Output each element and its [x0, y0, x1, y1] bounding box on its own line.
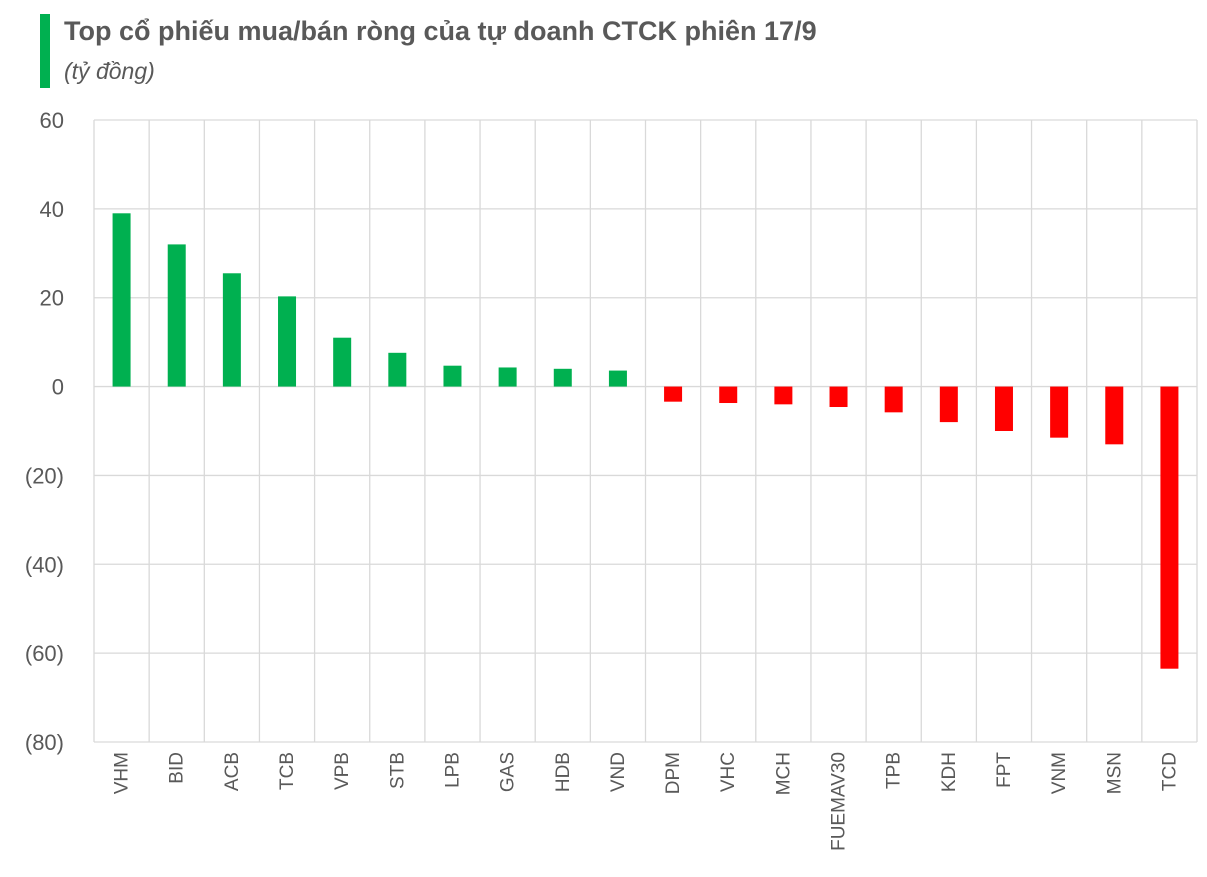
- x-axis-ticks: VHM BID ACB TCB VPB STB LPB GAS HDB VND DPM VHC MCH F…: [112, 752, 1181, 851]
- chart-title: Top cổ phiếu mua/bán ròng của tự doanh C…: [64, 16, 817, 46]
- bar-vnm: [1050, 386, 1069, 438]
- x-tick-label: MCH: [773, 752, 794, 795]
- bar-fpt: [994, 386, 1013, 431]
- y-tick-label: (80): [25, 730, 64, 755]
- bar-acb: [222, 273, 241, 387]
- y-tick-label: 60: [40, 108, 64, 133]
- bar-msn: [1105, 386, 1124, 445]
- bar-kdh: [939, 386, 958, 423]
- bar-vpb: [333, 337, 352, 387]
- x-tick-label: VND: [608, 752, 629, 792]
- bar-vnd: [608, 370, 627, 387]
- chart-subtitle: (tỷ đồng): [64, 58, 155, 84]
- x-tick-label: VHM: [112, 752, 133, 794]
- x-tick-label: FPT: [994, 752, 1015, 788]
- grid: [93, 119, 1198, 743]
- y-tick-label: (20): [25, 463, 64, 488]
- bars: [112, 213, 1179, 669]
- bar-vhm: [112, 213, 131, 387]
- x-tick-label: KDH: [939, 752, 960, 792]
- bar-hdb: [553, 368, 572, 387]
- x-tick-label: FUEMAV30: [829, 752, 850, 851]
- title-accent-bar: [40, 14, 50, 88]
- x-tick-label: BID: [167, 752, 188, 784]
- bar-fuemav30: [829, 386, 848, 408]
- x-tick-label: VHC: [718, 752, 739, 792]
- bar-vhc: [719, 386, 738, 404]
- x-tick-label: STB: [387, 752, 408, 789]
- x-tick-label: HDB: [553, 752, 574, 792]
- bar-lpb: [443, 365, 462, 387]
- y-tick-label: 20: [40, 286, 64, 311]
- y-tick-label: 0: [52, 375, 64, 400]
- bar-tcb: [278, 296, 297, 387]
- y-tick-label: (60): [25, 641, 64, 666]
- x-tick-label: TCD: [1159, 752, 1180, 791]
- bar-gas: [498, 367, 517, 387]
- x-tick-label: GAS: [498, 752, 519, 792]
- x-tick-label: ACB: [222, 752, 243, 791]
- bar-tcd: [1160, 386, 1179, 669]
- bar-bid: [167, 244, 186, 387]
- x-tick-label: MSN: [1104, 752, 1125, 794]
- x-tick-label: LPB: [442, 752, 463, 788]
- x-tick-label: TCB: [277, 752, 298, 790]
- bar-tpb: [884, 386, 903, 413]
- bar-stb: [388, 352, 407, 387]
- y-tick-label: (40): [25, 552, 64, 577]
- x-tick-label: DPM: [663, 752, 684, 794]
- bar-mch: [774, 386, 793, 405]
- y-tick-label: 40: [40, 197, 64, 222]
- y-axis-ticks: 60 40 20 0 (20) (40) (60) (80): [25, 108, 64, 755]
- bar-dpm: [664, 386, 683, 402]
- x-tick-label: VNM: [1049, 752, 1070, 794]
- x-tick-label: VPB: [332, 752, 353, 790]
- x-tick-label: TPB: [884, 752, 905, 789]
